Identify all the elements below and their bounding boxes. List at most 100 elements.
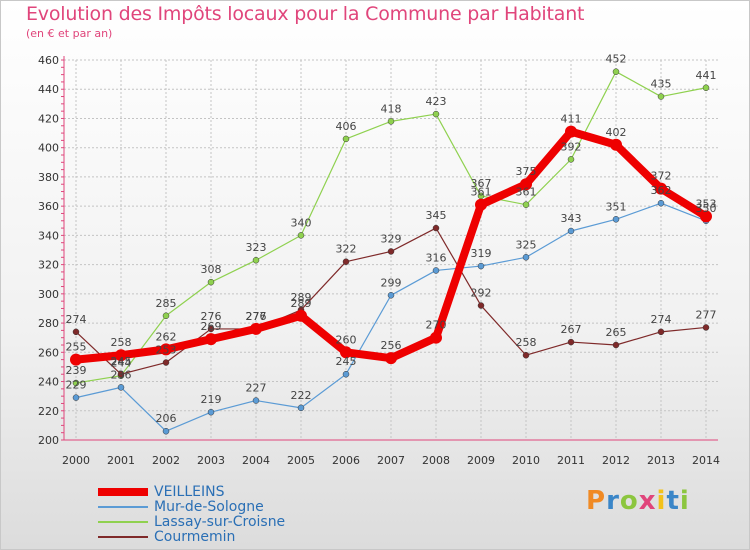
data-point-lassay-sur-croisne [72,379,80,387]
data-point-veilleins [700,210,712,223]
x-tick-label: 2010 [512,454,540,467]
x-tick-label: 2009 [467,454,495,467]
data-label-lassay-sur-croisne: 392 [561,140,582,153]
data-point-lassay-sur-croisne [252,256,260,264]
data-point-courmemin [432,224,440,232]
data-label-lassay-sur-croisne: 452 [606,53,627,66]
x-tick-label: 2001 [107,454,135,467]
data-point-veilleins [160,343,172,356]
data-label-courmemin: 253 [156,344,177,357]
logo-letter: r [606,486,620,516]
data-point-mur-de-sologne [432,267,440,274]
data-point-courmemin [117,370,125,378]
logo-letter: i [679,486,690,516]
x-tick-label: 2000 [62,454,90,467]
y-tick-label: 240 [38,376,59,389]
legend-swatch [98,521,148,523]
data-point-mur-de-sologne [297,404,305,412]
data-label-lassay-sur-croisne: 423 [426,95,447,108]
x-tick-label: 2006 [332,454,360,467]
data-label-mur-de-sologne: 362 [651,184,672,197]
data-point-mur-de-sologne [477,262,485,270]
y-tick-label: 200 [38,434,59,447]
data-label-courmemin: 329 [381,232,402,245]
data-label-courmemin: 267 [561,323,582,336]
logo-letter: x [638,486,657,516]
x-tick-label: 2007 [377,454,405,467]
data-label-veilleins: 255 [66,341,87,354]
logo-letter: o [619,486,639,516]
y-tick-label: 380 [38,171,59,184]
data-label-courmemin: 245 [111,355,132,368]
data-label-mur-de-sologne: 343 [561,212,582,225]
data-label-mur-de-sologne: 245 [336,355,357,368]
data-point-courmemin [522,351,530,359]
x-tick-label: 2014 [692,454,720,467]
data-label-lassay-sur-croisne: 361 [516,186,537,199]
y-tick-label: 440 [38,83,59,96]
legend-label: VEILLEINS [154,484,225,500]
data-label-courmemin: 277 [696,308,717,321]
data-label-veilleins: 375 [516,165,537,178]
legend-swatch [98,536,148,538]
data-label-courmemin: 258 [516,336,537,349]
data-label-veilleins: 361 [471,186,492,199]
data-point-lassay-sur-croisne [567,156,575,163]
data-label-veilleins: 402 [606,126,627,139]
data-point-courmemin [342,258,350,265]
data-point-veilleins [340,346,352,359]
data-point-veilleins [610,138,622,151]
data-label-lassay-sur-croisne: 435 [651,78,672,91]
data-label-courmemin: 345 [426,209,447,222]
data-point-mur-de-sologne [72,394,80,401]
data-label-mur-de-sologne: 236 [111,368,132,381]
data-label-mur-de-sologne: 227 [246,382,267,395]
data-point-mur-de-sologne [522,254,530,261]
data-point-veilleins [475,198,487,211]
data-label-mur-de-sologne: 325 [516,238,537,251]
data-label-lassay-sur-croisne: 441 [696,69,717,82]
data-label-lassay-sur-croisne: 244 [111,357,132,370]
x-tick-label: 2005 [287,454,315,467]
data-point-lassay-sur-croisne [522,201,530,208]
x-tick-label: 2003 [197,454,225,467]
data-point-mur-de-sologne [252,397,260,404]
data-label-lassay-sur-croisne: 285 [156,297,177,310]
logo-letter: i [656,486,667,516]
x-tick-label: 2008 [422,454,450,467]
data-point-mur-de-sologne [657,199,665,207]
data-point-mur-de-sologne [342,370,350,378]
proxiti-logo: Proxiti [586,486,690,516]
data-label-veilleins: 411 [561,113,582,126]
data-label-courmemin: 289 [291,291,312,304]
data-point-courmemin [567,338,575,346]
data-label-courmemin: 292 [471,287,492,300]
data-label-lassay-sur-croisne: 367 [471,177,492,190]
y-tick-label: 400 [38,142,59,155]
data-label-mur-de-sologne: 299 [381,276,402,289]
data-label-lassay-sur-croisne: 406 [336,120,357,133]
data-point-veilleins [520,178,532,191]
data-label-mur-de-sologne: 222 [291,389,312,402]
data-point-veilleins [205,333,217,346]
data-point-courmemin [162,359,170,366]
data-label-courmemin: 265 [606,326,627,339]
data-label-mur-de-sologne: 229 [66,379,87,392]
data-point-courmemin [477,302,485,309]
data-label-mur-de-sologne: 350 [696,202,717,215]
data-point-lassay-sur-croisne [342,135,350,143]
data-point-lassay-sur-croisne [702,84,710,92]
chart-subtitle: (en € et par an) [26,27,113,40]
legend-label: Lassay-sur-Croisne [154,514,286,530]
data-label-courmemin: 276 [246,310,267,323]
data-label-lassay-sur-croisne: 239 [66,364,87,377]
y-tick-label: 260 [38,346,59,359]
y-tick-label: 360 [38,200,59,213]
data-point-lassay-sur-croisne [297,232,305,239]
data-point-veilleins [115,349,127,362]
data-label-lassay-sur-croisne: 323 [246,241,267,254]
data-point-lassay-sur-croisne [612,68,620,75]
y-tick-label: 280 [38,317,59,330]
data-label-veilleins: 270 [426,319,447,332]
